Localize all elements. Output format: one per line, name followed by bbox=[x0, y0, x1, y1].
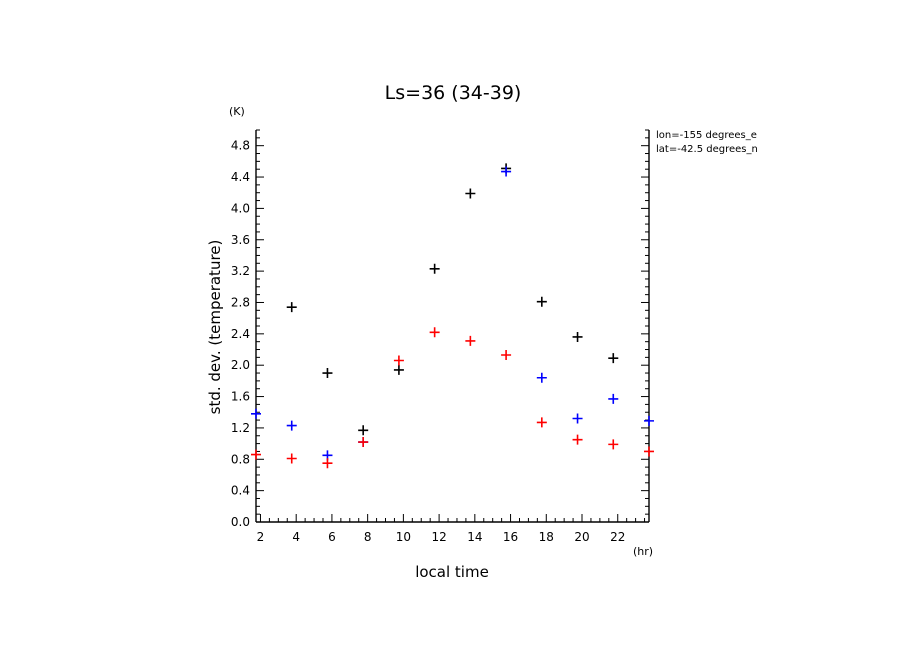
x-axis-ticks: 2 4 6 8 10 12 14 16 18 20 22 bbox=[257, 514, 646, 544]
data-point-series-0 bbox=[429, 263, 440, 274]
data-point-series-0 bbox=[608, 353, 619, 364]
x-tick-label: 8 bbox=[364, 530, 372, 544]
data-point-series-2 bbox=[501, 350, 512, 361]
y-tick-label: 4.0 bbox=[231, 201, 250, 215]
y-tick-label: 0.4 bbox=[231, 484, 250, 498]
chart-title: Ls=36 (34-39) bbox=[385, 82, 522, 104]
data-point-series-2 bbox=[393, 355, 404, 366]
x-unit-label: (hr) bbox=[633, 545, 653, 558]
x-axis-label: local time bbox=[415, 563, 489, 581]
annotation-lon: lon=-155 degrees_e bbox=[656, 130, 757, 141]
data-point-series-2 bbox=[644, 446, 654, 457]
data-point-series-1 bbox=[608, 393, 619, 404]
x-tick-label: 14 bbox=[467, 530, 482, 544]
data-point-series-1 bbox=[251, 408, 261, 419]
y-tick-label: 2.8 bbox=[231, 295, 250, 309]
data-point-series-2 bbox=[429, 327, 440, 338]
data-point-series-2 bbox=[608, 439, 619, 450]
y-tick-label: 4.8 bbox=[231, 139, 250, 153]
y-axis-label: std. dev. (temperature) bbox=[206, 240, 224, 415]
data-point-series-0 bbox=[465, 188, 476, 199]
y-tick-label: 3.2 bbox=[231, 264, 250, 278]
data-point-series-0 bbox=[358, 425, 369, 436]
x-tick-label: 22 bbox=[610, 530, 625, 544]
data-point-series-2 bbox=[286, 453, 297, 464]
y-tick-label: 1.6 bbox=[231, 390, 250, 404]
x-tick-label: 16 bbox=[503, 530, 518, 544]
y-axis-ticks: 0.0 0.4 0.8 1.2 1.6 2.0 2.4 2.8 3.2 3.6 4.0 4.4 4.8 bbox=[231, 129, 649, 529]
data-point-series-0 bbox=[572, 331, 583, 342]
y-tick-label: 2.0 bbox=[231, 358, 250, 372]
plot-frame bbox=[255, 130, 650, 523]
data-point-series-2 bbox=[358, 437, 369, 448]
data-point-series-2 bbox=[322, 458, 333, 469]
y-tick-label: 0.8 bbox=[231, 452, 250, 466]
y-tick-label: 4.4 bbox=[231, 170, 250, 184]
data-point-series-1 bbox=[501, 166, 512, 177]
y-tick-label: 0.0 bbox=[231, 515, 250, 529]
x-tick-label: 10 bbox=[396, 530, 411, 544]
data-point-series-1 bbox=[536, 372, 547, 383]
y-tick-label: 3.6 bbox=[231, 233, 250, 247]
x-tick-label: 2 bbox=[257, 530, 265, 544]
data-point-series-2 bbox=[572, 434, 583, 445]
y-unit-label: (K) bbox=[229, 105, 245, 118]
data-point-series-0 bbox=[393, 364, 404, 375]
x-tick-label: 20 bbox=[574, 530, 589, 544]
x-tick-label: 12 bbox=[431, 530, 446, 544]
y-tick-label: 2.4 bbox=[231, 327, 250, 341]
x-tick-label: 4 bbox=[292, 530, 300, 544]
data-point-series-0 bbox=[322, 368, 333, 379]
y-tick-label: 1.2 bbox=[231, 421, 250, 435]
data-point-series-1 bbox=[644, 415, 654, 426]
data-markers bbox=[251, 163, 654, 469]
data-point-series-2 bbox=[251, 449, 261, 460]
data-point-series-2 bbox=[465, 335, 476, 346]
data-point-series-0 bbox=[536, 296, 547, 307]
data-point-series-2 bbox=[536, 417, 547, 428]
x-tick-label: 18 bbox=[539, 530, 554, 544]
annotation-lat: lat=-42.5 degrees_n bbox=[656, 144, 758, 155]
data-point-series-1 bbox=[286, 420, 297, 431]
data-point-series-0 bbox=[286, 302, 297, 313]
data-point-series-1 bbox=[572, 413, 583, 424]
x-tick-label: 6 bbox=[328, 530, 336, 544]
